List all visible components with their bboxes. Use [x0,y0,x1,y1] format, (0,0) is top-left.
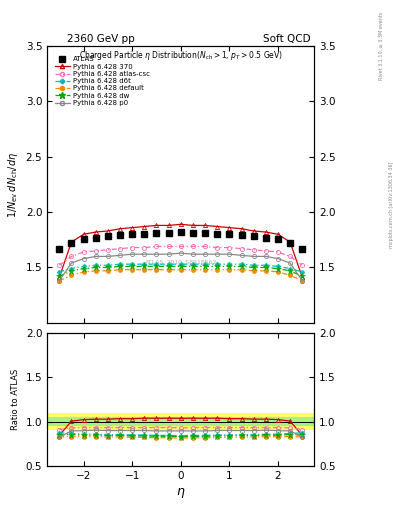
Y-axis label: Ratio to ATLAS: Ratio to ATLAS [11,369,20,430]
Text: 2360 GeV pp: 2360 GeV pp [67,33,134,44]
Legend: ATLAS, Pythia 6.428 370, Pythia 6.428 atlas-csc, Pythia 6.428 d6t, Pythia 6.428 : ATLAS, Pythia 6.428 370, Pythia 6.428 at… [53,55,151,108]
Bar [47,413,314,431]
Text: Charged Particle $\eta$ Distribution($N_{\mathregular{ch}}>1$, $p_T>0.5$ GeV): Charged Particle $\eta$ Distribution($N_… [79,49,283,62]
Text: Rivet 3.1.10, ≥ 3.3M events: Rivet 3.1.10, ≥ 3.3M events [379,11,384,79]
X-axis label: $\eta$: $\eta$ [176,486,185,500]
Text: Soft QCD: Soft QCD [263,33,310,44]
Y-axis label: $1/N_{\mathregular{ev}}\,dN_{\mathregular{ch}}/d\eta$: $1/N_{\mathregular{ev}}\,dN_{\mathregula… [6,152,20,218]
Text: ATLAS_2010_S8918562: ATLAS_2010_S8918562 [145,259,217,265]
Bar [47,417,314,426]
Text: mcplots.cern.ch [arXiv:1306.34 36]: mcplots.cern.ch [arXiv:1306.34 36] [389,162,393,248]
